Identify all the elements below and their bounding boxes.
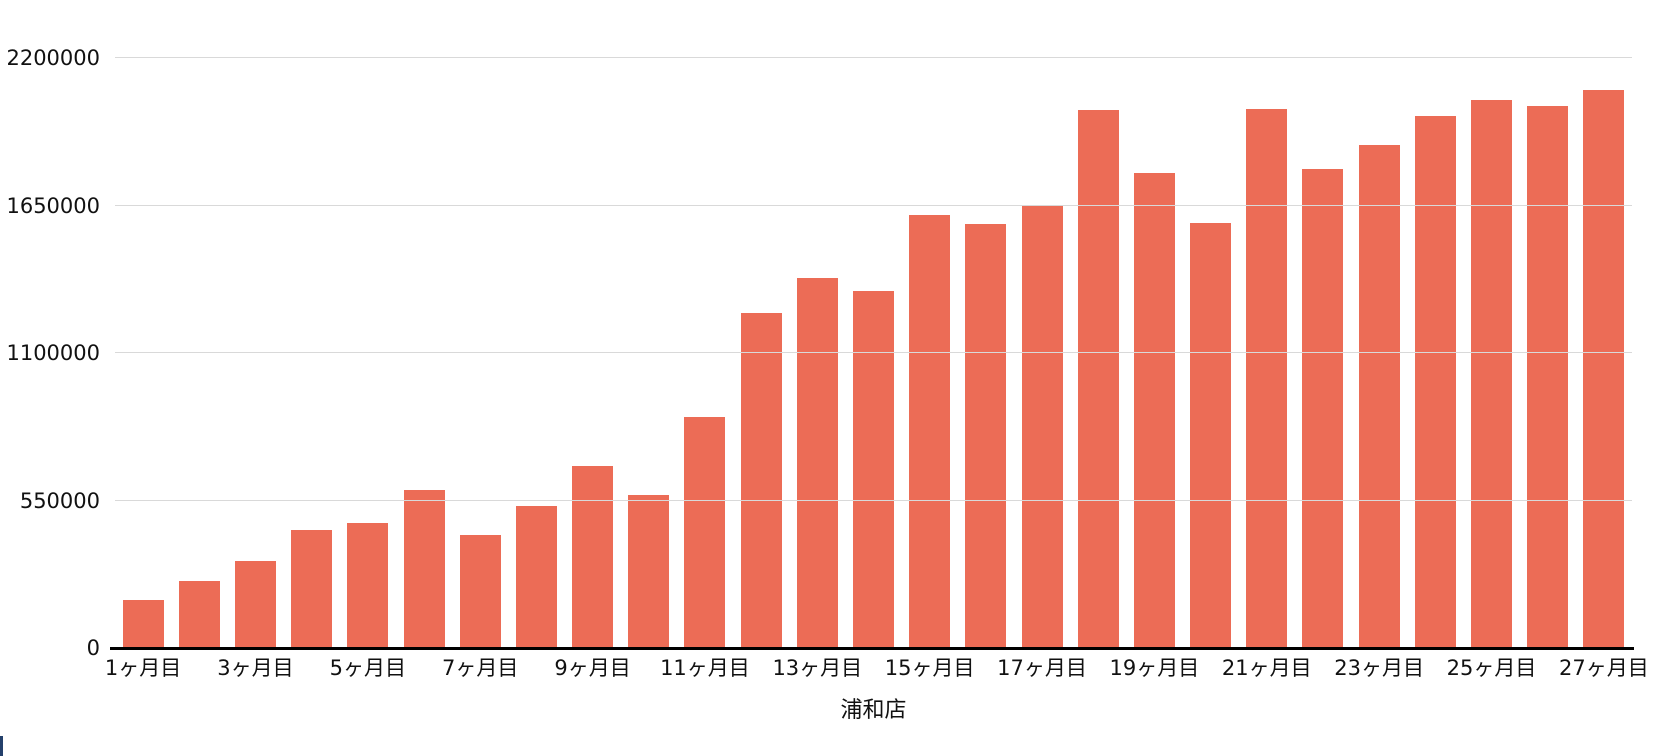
x-tick-label: 17ヶ月目 <box>997 656 1087 680</box>
y-tick-label: 2200000 <box>6 46 100 70</box>
bar-month-6 <box>403 489 445 648</box>
y-tick-label: 550000 <box>19 488 100 513</box>
bar-month-18 <box>1077 110 1119 648</box>
plot-area <box>110 57 1634 650</box>
bars <box>115 58 1632 648</box>
edge-artifact <box>0 736 3 756</box>
x-tick-label: 9ヶ月目 <box>554 656 631 680</box>
x-tick-label: 27ヶ月目 <box>1559 656 1649 680</box>
bar-month-12 <box>740 312 782 648</box>
bar-month-14 <box>853 291 894 648</box>
y-tick-label: 1100000 <box>6 341 100 365</box>
bar-month-7 <box>459 535 501 648</box>
x-tick-label: 5ヶ月目 <box>329 656 407 680</box>
x-tick-label: 13ヶ月目 <box>772 656 863 680</box>
gridline <box>115 352 1632 353</box>
x-tick-label: 15ヶ月目 <box>884 656 975 680</box>
bar-month-9 <box>572 465 614 648</box>
bar-month-13 <box>796 277 838 648</box>
x-tick-label: 25ヶ月目 <box>1446 656 1537 680</box>
gridline <box>115 57 1632 58</box>
x-tick-label: 21ヶ月目 <box>1221 656 1312 680</box>
x-axis-line <box>110 647 1634 650</box>
bar-month-24 <box>1414 115 1456 648</box>
y-tick-label: 0 <box>86 636 100 660</box>
bar-month-23 <box>1358 145 1400 648</box>
bar-month-22 <box>1302 169 1344 648</box>
bar-month-21 <box>1246 108 1288 648</box>
x-tick-label: 23ヶ月目 <box>1334 656 1425 680</box>
bar-month-16 <box>965 224 1007 648</box>
bar-month-4 <box>291 530 333 648</box>
x-tick-label: 7ヶ月目 <box>442 656 519 680</box>
x-tick-label: 3ヶ月目 <box>217 656 294 680</box>
bar-month-26 <box>1527 106 1569 648</box>
bar-month-1 <box>122 599 164 648</box>
gridline <box>115 499 1632 501</box>
x-tick-label: 19ヶ月目 <box>1109 656 1200 680</box>
x-tick-label: 1ヶ月目 <box>104 656 182 680</box>
bar-month-3 <box>234 560 276 648</box>
bar-month-10 <box>628 495 670 648</box>
gridline <box>115 204 1632 206</box>
x-tick-label: 11ヶ月目 <box>660 656 750 680</box>
bar-month-27 <box>1583 90 1625 648</box>
bar-month-2 <box>178 580 220 648</box>
chart-title: 浦和店 <box>840 698 907 723</box>
x-axis: 1ヶ月目 3ヶ月目 5ヶ月目 7ヶ月目 9ヶ月目 11ヶ月目 13ヶ月目 15ヶ月目 17ヶ月目… <box>105 655 1649 687</box>
bar-month-25 <box>1471 99 1513 648</box>
bar-month-20 <box>1190 222 1232 648</box>
bar-month-19 <box>1133 173 1175 648</box>
bar-month-15 <box>909 214 951 648</box>
bar-month-5 <box>347 523 389 648</box>
bar-month-17 <box>1021 205 1063 648</box>
y-tick-label: 1650000 <box>6 193 100 218</box>
y-axis: 0 550000 1100000 1650000 2200000 <box>0 46 100 660</box>
bar-month-8 <box>515 505 557 648</box>
bar-month-11 <box>684 417 726 648</box>
